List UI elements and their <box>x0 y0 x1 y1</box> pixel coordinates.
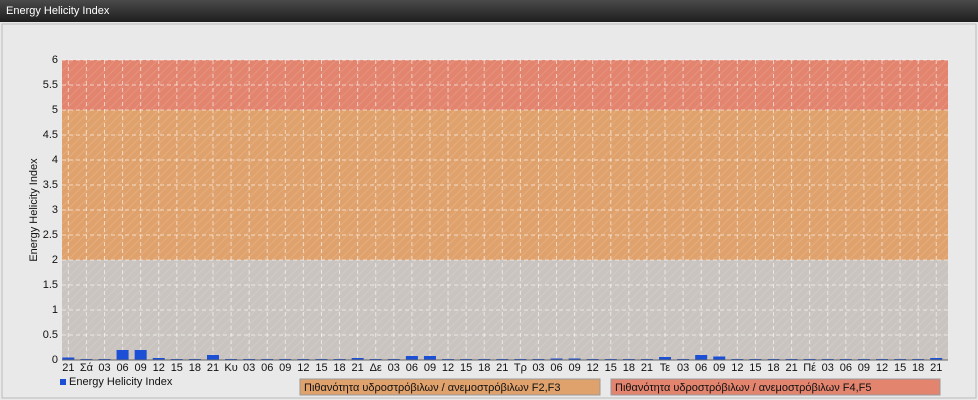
band-legend-label: Πιθανότητα υδροστρόβιλων / ανεμοστρόβιλω… <box>615 382 872 394</box>
x-tick-label: 03 <box>677 362 689 374</box>
bar <box>930 358 943 360</box>
x-tick-label: 03 <box>98 362 110 374</box>
bar <box>423 356 436 360</box>
x-tick-label: 03 <box>388 362 400 374</box>
x-tick-label: 21 <box>62 362 74 374</box>
x-tick-label: 09 <box>858 362 870 374</box>
x-tick-label: 15 <box>749 362 761 374</box>
legend-label: Energy Helicity Index <box>69 376 173 388</box>
x-tick-label: 09 <box>135 362 147 374</box>
bar <box>568 358 581 360</box>
bar <box>152 358 165 360</box>
x-tick-label: Σά <box>80 362 94 374</box>
x-tick-label: 15 <box>460 362 472 374</box>
x-tick-label: 03 <box>822 362 834 374</box>
header-title: Energy Helicity Index <box>6 5 110 17</box>
x-tick-label: 09 <box>279 362 291 374</box>
x-tick-label: 12 <box>297 362 309 374</box>
y-tick-label: 4.5 <box>43 129 58 141</box>
x-tick-label: 21 <box>496 362 508 374</box>
y-tick-label: 0 <box>52 354 58 366</box>
x-tick-label: 12 <box>587 362 599 374</box>
band-legend-box <box>610 378 941 396</box>
y-tick-label: 5 <box>52 104 58 116</box>
x-tick-label: 12 <box>153 362 165 374</box>
x-tick-label: 06 <box>116 362 128 374</box>
x-tick-label: 06 <box>261 362 273 374</box>
x-tick-label: 15 <box>315 362 327 374</box>
y-tick-label: 2.5 <box>43 229 58 241</box>
x-tick-label: 09 <box>568 362 580 374</box>
x-tick-label: 03 <box>532 362 544 374</box>
bar <box>695 355 708 360</box>
x-tick-label: 15 <box>605 362 617 374</box>
x-tick-label: 21 <box>930 362 942 374</box>
x-tick-label: 18 <box>189 362 201 374</box>
band-legend-box <box>299 378 601 396</box>
header: Energy Helicity Index <box>0 0 978 22</box>
x-tick-label: 06 <box>840 362 852 374</box>
x-tick-label: 21 <box>641 362 653 374</box>
chart: Energy Helicity Index 0 0.5 1 1.5 2 2.5 3 3.5 4 4… <box>1 23 977 399</box>
y-tick-label: 0.5 <box>43 329 58 341</box>
x-tick-label: Πέ <box>803 362 816 374</box>
y-axis-label: Energy Helicity Index <box>28 158 40 262</box>
bar <box>351 358 364 360</box>
x-tick-label: Κυ <box>224 362 237 374</box>
x-tick-label: Τρ <box>514 362 527 374</box>
y-tick-label: 6 <box>52 54 58 66</box>
bar <box>116 350 129 360</box>
x-tick-label: 15 <box>894 362 906 374</box>
x-tick-label: 03 <box>243 362 255 374</box>
x-tick-label: 06 <box>550 362 562 374</box>
bar <box>134 350 147 360</box>
x-tick-label: 09 <box>713 362 725 374</box>
x-tick-label: 12 <box>876 362 888 374</box>
x-tick-label: 21 <box>352 362 364 374</box>
x-tick-label: 21 <box>785 362 797 374</box>
bar <box>713 356 726 360</box>
y-tick-label: 2 <box>52 254 58 266</box>
y-tick-label: 5.5 <box>43 79 58 91</box>
y-tick-label: 3 <box>52 204 58 216</box>
x-tick-label: Δε <box>370 362 382 374</box>
x-tick-label: 06 <box>406 362 418 374</box>
x-tick-label: 18 <box>623 362 635 374</box>
x-tick-label: 15 <box>171 362 183 374</box>
y-tick-label: 1 <box>52 304 58 316</box>
x-tick-label: 12 <box>442 362 454 374</box>
y-tick-label: 1.5 <box>43 279 58 291</box>
x-tick-label: 18 <box>333 362 345 374</box>
x-tick-label: 18 <box>767 362 779 374</box>
x-tick-label: 12 <box>731 362 743 374</box>
bar <box>206 355 219 360</box>
bar <box>550 358 563 360</box>
legend-swatch <box>60 379 66 385</box>
x-tick-label: 09 <box>424 362 436 374</box>
x-tick-label: 06 <box>695 362 707 374</box>
y-tick-label: 4 <box>52 154 58 166</box>
x-tick-label: 18 <box>478 362 490 374</box>
x-tick-label: 21 <box>207 362 219 374</box>
bar <box>659 357 672 360</box>
x-tick-label: 18 <box>912 362 924 374</box>
bar <box>405 356 418 360</box>
x-tick-label: Τε <box>660 362 671 374</box>
bar <box>62 357 75 360</box>
y-tick-label: 3.5 <box>43 179 58 191</box>
band-legend-label: Πιθανότητα υδροστρόβιλων / ανεμοστρόβιλω… <box>304 382 561 394</box>
